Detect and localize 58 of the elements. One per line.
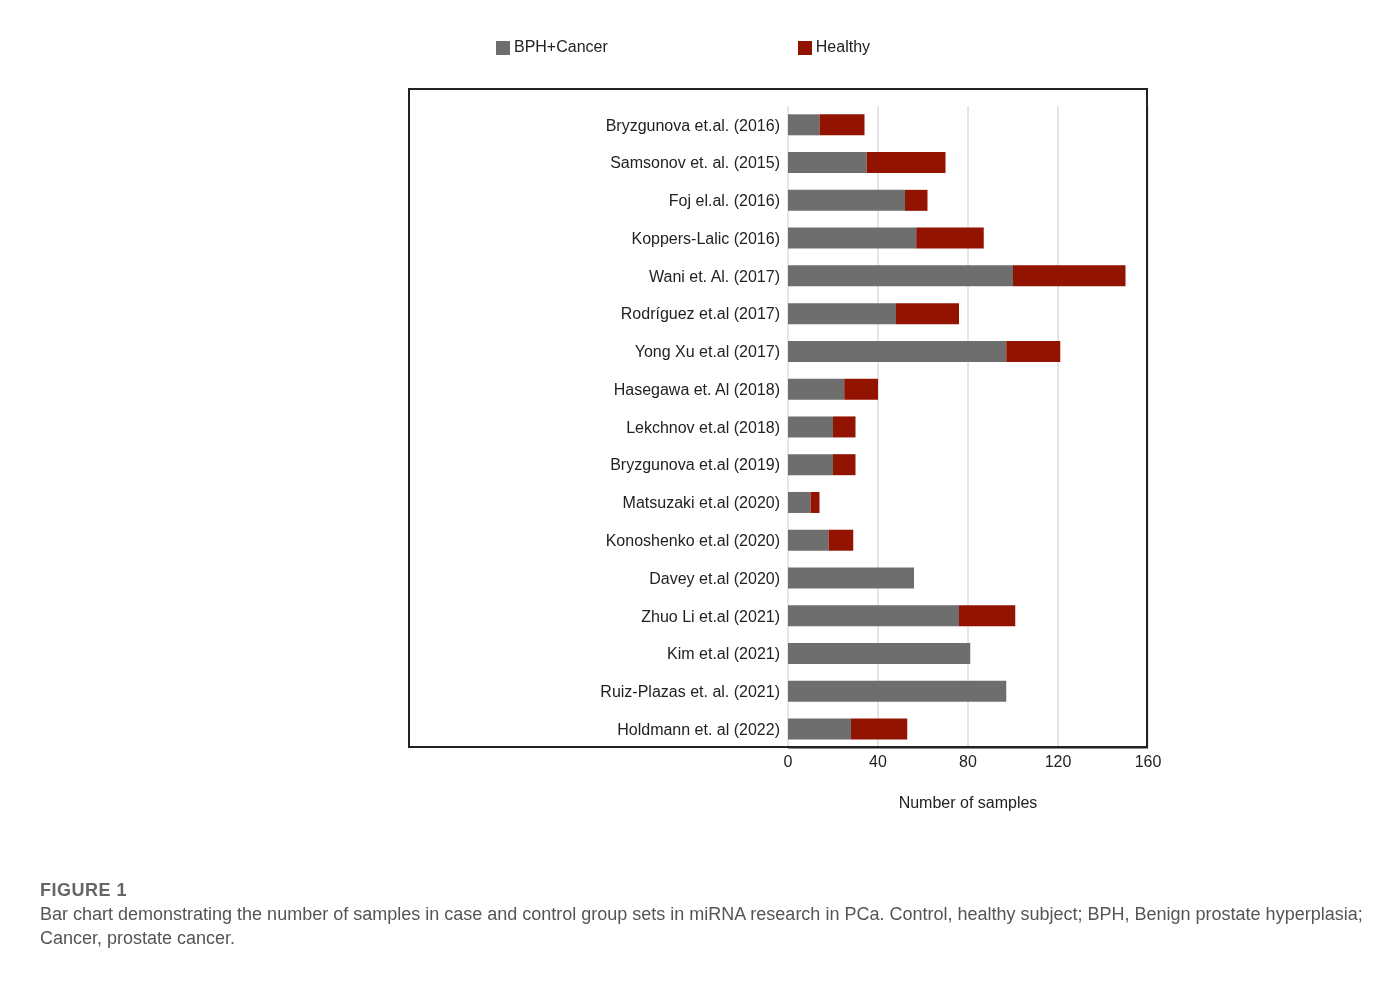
y-tick-label: Rodríguez et.al (2017)	[620, 305, 780, 323]
bar	[788, 303, 896, 325]
y-tick-label: Holdmann et. al (2022)	[617, 720, 780, 738]
bar	[810, 491, 820, 513]
x-tick-label: 80	[959, 753, 977, 771]
y-tick-label: Yong Xu et.al (2017)	[634, 343, 780, 361]
x-tick-label: 40	[869, 753, 887, 771]
x-tick-label: 160	[1134, 753, 1162, 771]
y-tick-label: Hasegawa et. Al (2018)	[613, 380, 780, 398]
bar	[788, 567, 914, 589]
bar	[788, 680, 1007, 702]
bar	[851, 718, 908, 740]
bar	[788, 265, 1013, 287]
bar	[905, 189, 928, 211]
legend-label: Healthy	[815, 38, 871, 55]
bar	[833, 454, 856, 476]
bar	[788, 114, 820, 136]
bar	[788, 227, 917, 249]
bar	[788, 189, 905, 211]
bar	[866, 152, 946, 174]
bar	[916, 227, 984, 249]
bar	[833, 416, 856, 438]
bar	[959, 605, 1016, 627]
bar	[788, 152, 867, 174]
legend-label: BPH+Cancer	[513, 38, 608, 55]
y-tick-label: Ruiz-Plazas et. al. (2021)	[600, 683, 780, 701]
x-tick-label: 120	[1044, 753, 1072, 771]
y-tick-label: Zhuo Li et.al (2021)	[641, 607, 780, 625]
x-tick-label: 0	[783, 753, 793, 771]
y-tick-label: Matsuzaki et.al (2020)	[622, 494, 780, 512]
y-tick-label: Wani et. Al. (2017)	[648, 267, 780, 285]
y-tick-label: Foj el.al. (2016)	[668, 192, 780, 210]
bar	[1006, 340, 1061, 362]
bar	[788, 378, 845, 400]
y-tick-label: Bryzgunova et.al. (2016)	[605, 116, 780, 134]
y-tick-label: Konoshenko et.al (2020)	[605, 531, 780, 549]
bar	[819, 114, 865, 136]
x-axis-title: Number of samples	[898, 794, 1038, 811]
caption: FIGURE 1	[40, 879, 128, 902]
bar	[788, 605, 959, 627]
bar	[788, 529, 829, 551]
bar	[844, 378, 878, 400]
bar	[828, 529, 854, 551]
bar	[788, 340, 1007, 362]
y-tick-label: Lekchnov et.al (2018)	[626, 418, 780, 436]
y-tick-label: Koppers-Lalic (2016)	[631, 229, 780, 247]
bar	[788, 454, 833, 476]
y-tick-label: Samsonov et. al. (2015)	[610, 154, 780, 172]
bar	[788, 718, 851, 740]
text: Bar chart demonstrating the number of samples in case and control group sets in miRNA research in PCa. Control, healthy subject; BPH, Benign prostate hyperplasia; Cancer, prostate cancer.	[40, 903, 1364, 950]
y-tick-label: Bryzgunova et.al (2019)	[610, 456, 780, 474]
y-tick-label: Kim et.al (2021)	[667, 645, 780, 663]
bar	[788, 416, 833, 438]
bar	[1013, 265, 1126, 287]
bar	[788, 643, 971, 665]
y-tick-label: Davey et.al (2020)	[649, 569, 780, 587]
bar	[788, 491, 811, 513]
bar	[896, 303, 959, 325]
